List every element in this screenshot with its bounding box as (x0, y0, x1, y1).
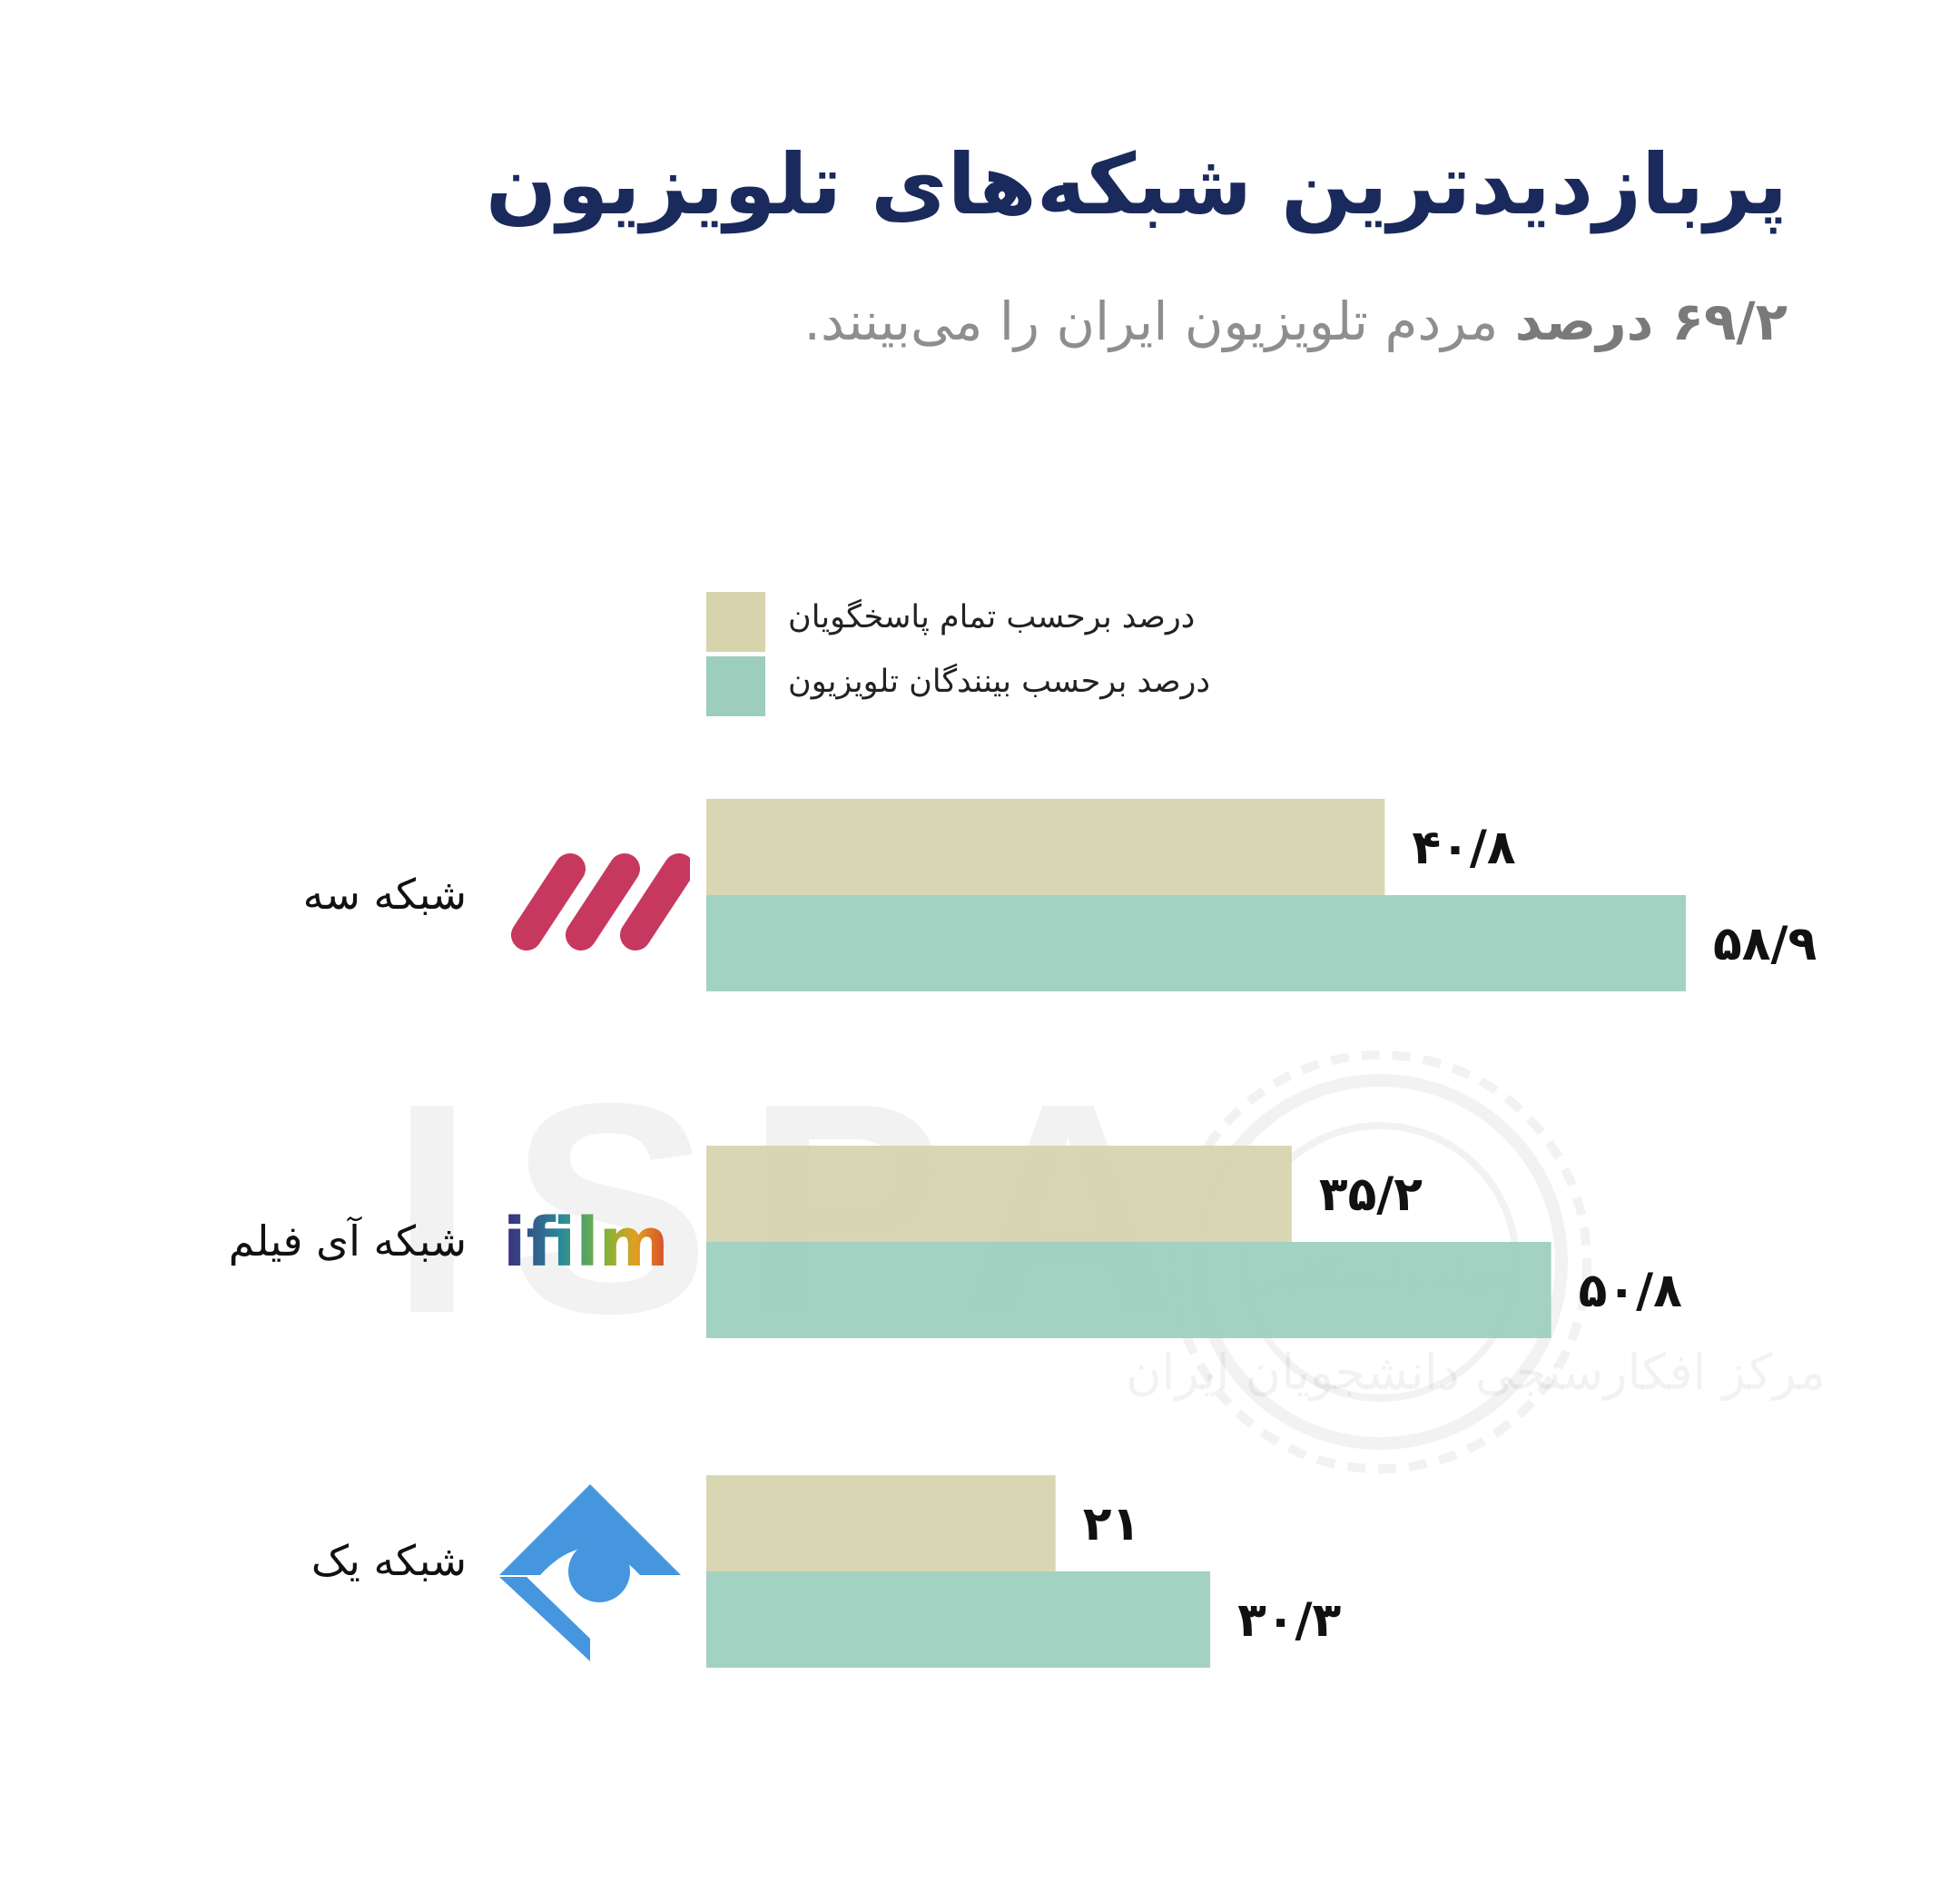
ifilm-logo-text: ifilm (503, 1207, 669, 1280)
value-label-all-respondents-2: ۲۱ (1083, 1497, 1140, 1551)
page-title: پربازدیدترین شبکه‌های تلویزیون (485, 136, 1788, 233)
bar-all-respondents-2 (706, 1475, 1056, 1571)
bar-all-respondents-1 (706, 1146, 1292, 1242)
category-label-shabake3: شبکه سه (302, 870, 467, 919)
bar-tv-viewers-1 (706, 1242, 1551, 1338)
legend-swatch-all-respondents (706, 592, 765, 652)
legend-label-all-respondents: درصد برحسب تمام پاسخگویان (788, 599, 1196, 635)
bar-tv-viewers-0 (706, 895, 1686, 991)
bar-tv-viewers-2 (706, 1571, 1211, 1668)
category-label-shabake1: شبکه یک (310, 1536, 467, 1585)
subtitle-highlight: ۶۹/۲ درصد (1514, 291, 1788, 352)
page-subtitle: ۶۹/۲ درصد مردم تلویزیون ایران را می‌بینن… (804, 291, 1788, 352)
legend-item-tv-viewers: درصد برحسب بینندگان تلویزیون (706, 656, 1523, 716)
value-label-tv-viewers-0: ۵۸/۹ (1713, 917, 1817, 971)
legend-swatch-tv-viewers (706, 656, 765, 716)
value-label-tv-viewers-2: ۳۰/۳ (1237, 1593, 1341, 1648)
value-label-tv-viewers-1: ۵۰/۸ (1579, 1264, 1682, 1318)
shabake1-logo (499, 1484, 681, 1661)
value-label-all-respondents-1: ۳۵/۲ (1319, 1167, 1423, 1222)
subtitle-text: مردم تلویزیون ایران را می‌بینند. (803, 291, 1515, 352)
value-label-all-respondents-0: ۴۰/۸ (1412, 821, 1515, 875)
legend-item-all-respondents: درصد برحسب تمام پاسخگویان (706, 592, 1523, 652)
ifilm-logo: ifilm (503, 1207, 669, 1280)
shabake3-logo (511, 853, 690, 950)
legend-label-tv-viewers: درصد برحسب بینندگان تلویزیون (788, 664, 1211, 700)
bar-all-respondents-0 (706, 799, 1385, 895)
category-label-ifilm: شبکه آی فیلم (228, 1216, 467, 1266)
